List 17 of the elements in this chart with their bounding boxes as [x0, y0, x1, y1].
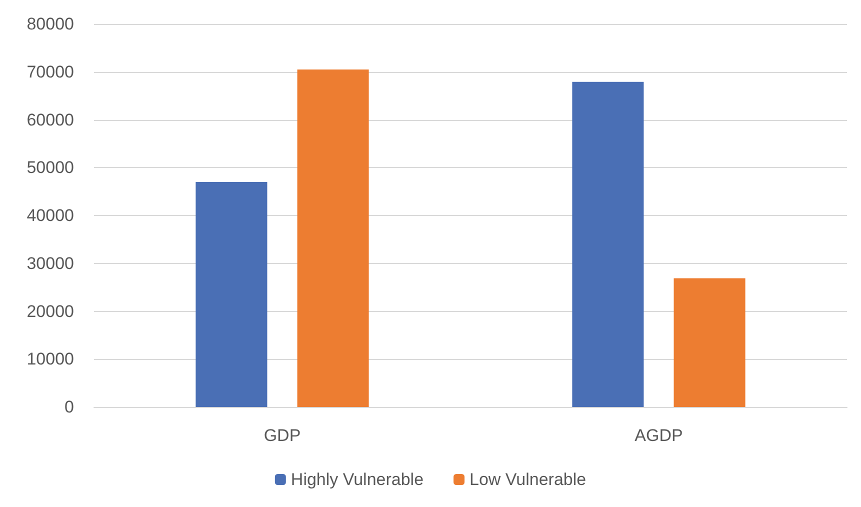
x-tick-label: GDP	[264, 426, 301, 445]
legend-label: Low Vulnerable	[470, 470, 586, 489]
x-tick-label: AGDP	[634, 426, 683, 445]
bar	[196, 182, 268, 407]
bar	[674, 278, 746, 407]
bar	[297, 69, 369, 407]
y-tick-label: 30000	[26, 254, 74, 273]
y-tick-label: 80000	[26, 14, 74, 34]
bar	[572, 82, 644, 407]
y-tick-label: 70000	[26, 62, 74, 82]
y-tick-label: 20000	[26, 302, 74, 321]
y-tick-label: 40000	[26, 206, 74, 225]
y-tick-label: 10000	[26, 350, 74, 369]
y-tick-label: 60000	[26, 110, 74, 130]
y-tick-label: 0	[64, 398, 74, 416]
legend-label: Highly Vulnerable	[290, 470, 424, 489]
y-tick-label: 50000	[26, 158, 74, 178]
